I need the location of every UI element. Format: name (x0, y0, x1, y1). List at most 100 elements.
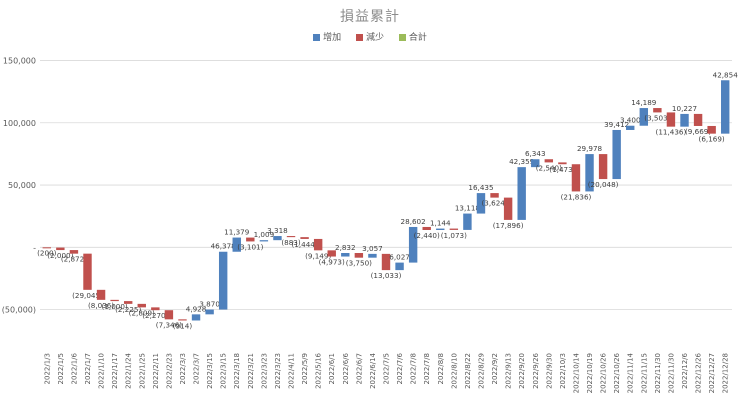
data-label: (2,809) (129, 308, 155, 317)
x-tick-label: 2022/7/5 (383, 353, 391, 384)
y-tick-label: 150,000 (3, 56, 36, 65)
waterfall-bar (626, 125, 635, 130)
data-label: 3,057 (362, 244, 383, 253)
x-tick-label: 2022/1/17 (111, 353, 119, 389)
x-tick-label: 2022/10/19 (586, 353, 594, 393)
waterfall-bar (354, 253, 364, 258)
data-label: 2,832 (335, 243, 356, 252)
data-label: (200) (37, 249, 57, 258)
data-label: 1,009 (254, 230, 275, 239)
data-label: 11,379 (224, 228, 250, 237)
waterfall-bar (598, 154, 608, 180)
x-tick-label: 2022/1/10 (98, 353, 106, 389)
x-tick-label: 2022/10/3 (559, 353, 567, 389)
x-tick-label: 2022/3/3 (179, 353, 187, 384)
data-label: 1,144 (430, 219, 451, 228)
legend-swatch-decrease (355, 34, 363, 41)
x-tick-label: 2022/6/14 (369, 352, 377, 388)
data-label: 6,343 (525, 149, 546, 158)
waterfall-bar (680, 113, 689, 127)
x-tick-label: 2022/2/11 (152, 353, 160, 389)
x-tick-label: 2022/9/2 (491, 353, 499, 384)
waterfall-bar (218, 251, 228, 310)
data-label: (7,346) (156, 320, 182, 329)
waterfall-bar (436, 228, 445, 231)
data-label: (1,473) (549, 165, 575, 174)
data-label: (2,270) (142, 311, 168, 320)
x-tick-label: 2022/12/27 (708, 353, 716, 393)
data-label: (3,101) (237, 242, 263, 251)
waterfall-bar (42, 247, 51, 249)
waterfall-bar (558, 162, 567, 165)
x-tick-label: 2022/3/23 (274, 353, 282, 389)
waterfall-bar (639, 108, 649, 126)
x-tick-label: 2022/1/7 (84, 353, 92, 384)
x-tick-label: 2022/3/7 (193, 353, 201, 384)
x-tick-label: 2022/8/10 (450, 353, 458, 389)
data-label: 6,027 (389, 253, 410, 262)
x-tick-label: 2022/12/26 (695, 352, 703, 393)
data-label: (17,896) (493, 221, 524, 230)
data-label: 3,318 (267, 226, 288, 235)
x-tick-label: 2022/9/13 (505, 353, 513, 389)
data-label: (3,624) (481, 199, 507, 208)
x-tick-label: 2022/9/26 (532, 352, 540, 388)
x-tick-label: 2022/7/8 (423, 353, 431, 384)
x-tick-label: 2022/10/26 (613, 352, 621, 393)
waterfall-bar (191, 314, 201, 321)
waterfall-bar (476, 193, 486, 214)
waterfall-bar (178, 319, 187, 321)
data-label: 39,412 (604, 120, 629, 129)
x-tick-label: 2022/7/6 (396, 352, 404, 384)
data-label: (9,669) (685, 127, 711, 136)
data-label: (2,540) (536, 163, 562, 172)
y-tick-label: (50,000) (2, 306, 36, 315)
x-tick-label: 2022/11/14 (627, 352, 635, 393)
x-tick-label: 2022/12/28 (722, 353, 730, 393)
waterfall-bar (408, 226, 418, 263)
x-tick-label: 2022/3/15 (206, 353, 214, 389)
waterfall-bar (721, 80, 730, 134)
waterfall-bar (666, 112, 676, 127)
x-tick-label: 2022/10/14 (572, 352, 580, 393)
waterfall-bar (612, 129, 621, 180)
x-tick-label: 2022/7/8 (410, 353, 418, 384)
waterfall-bar (137, 303, 146, 308)
data-label: (21,836) (561, 192, 592, 201)
data-label: 28,602 (401, 217, 426, 226)
data-label: (2,225) (115, 305, 141, 314)
waterfall-bar (300, 237, 309, 239)
data-label: 10,227 (672, 104, 697, 113)
waterfall-bar (381, 253, 391, 271)
x-tick-label: 2022/6/7 (355, 353, 363, 384)
data-label: (3,503) (644, 113, 670, 122)
data-label: (2,000) (47, 251, 73, 260)
x-tick-label: 2022/6/6 (342, 352, 350, 384)
waterfall-bar (571, 164, 581, 192)
y-tick-label: 50,000 (8, 181, 36, 190)
data-label: (8,036) (88, 301, 114, 310)
x-tick-label: 2022/1/25 (138, 353, 146, 389)
legend-label-increase: 增加 (323, 33, 342, 43)
waterfall-bar (232, 237, 241, 252)
data-label: (20,048) (588, 180, 619, 189)
waterfall-bar (205, 309, 214, 315)
data-label: (1,073) (441, 231, 467, 240)
data-label: (1,000) (102, 302, 128, 311)
legend-swatch-increase (313, 34, 321, 41)
waterfall-bar (123, 301, 133, 304)
data-label: 42,359 (509, 157, 535, 166)
data-label: 46,378 (211, 242, 237, 251)
waterfall-bar (585, 154, 594, 192)
waterfall-bar (286, 236, 296, 238)
x-tick-label: 2022/6/1 (328, 353, 336, 384)
x-tick-label: 2022/3/18 (233, 353, 241, 389)
waterfall-bar (653, 108, 662, 113)
chart-title: 損益累計 (340, 9, 400, 25)
data-label: (29,045) (72, 291, 103, 300)
x-tick-label: 2022/3/23 (260, 353, 268, 389)
data-label: (11,436) (656, 128, 687, 137)
data-label: (13,033) (371, 271, 402, 280)
